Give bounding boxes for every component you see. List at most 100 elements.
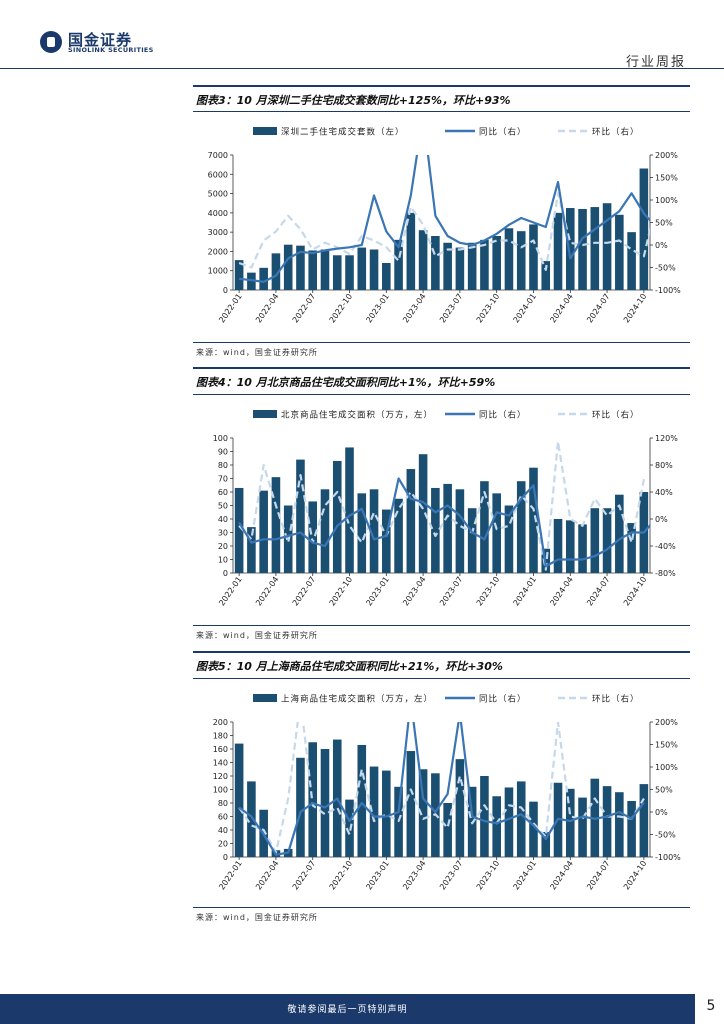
chart-legend: 北京商品住宅成交面积（万方，左） 同比（右） 环比（右）	[253, 410, 640, 421]
bar	[296, 245, 305, 290]
bar	[565, 520, 575, 573]
mom-line	[238, 440, 645, 571]
bar	[320, 489, 330, 573]
figure-5-top-rule	[193, 651, 690, 653]
x-tick-label: 2024-04	[548, 292, 575, 325]
bar	[332, 255, 342, 290]
x-tick-label: 2022-10	[328, 575, 355, 608]
bar	[467, 242, 477, 290]
bar	[590, 508, 600, 573]
x-tick-label: 2024-10	[622, 575, 649, 608]
right-tick-label: -80%	[655, 569, 676, 578]
bar	[602, 786, 612, 857]
figure-3-title: 图表3：10 月深圳二手住宅成交套数同比+125%，环比+93%	[196, 94, 511, 107]
left-tick-label: 0	[223, 853, 228, 862]
x-tick-label: 2022-10	[328, 292, 355, 325]
right-tick-label: 200%	[655, 718, 678, 727]
left-tick-label: 80	[218, 799, 228, 808]
bar	[308, 250, 318, 290]
left-tick-label: 120	[213, 772, 228, 781]
x-tick-label: 2024-10	[622, 292, 649, 325]
bar	[345, 799, 354, 857]
bar	[504, 228, 514, 290]
bar	[431, 236, 440, 290]
x-tick-label: 2023-10	[475, 859, 502, 892]
bar	[271, 477, 281, 573]
x-tick-label: 2022-04	[254, 292, 281, 325]
bar	[418, 769, 428, 857]
bar	[516, 781, 526, 857]
bar	[565, 788, 575, 857]
legend-label: 深圳二手住宅成交套数（左）	[281, 127, 405, 138]
left-tick-label: 2000	[208, 247, 228, 256]
bar	[529, 467, 538, 573]
logo-name-cn: 国金证券	[68, 31, 133, 49]
right-tick-label: 0%	[655, 515, 668, 524]
legend-swatch-bar	[253, 410, 277, 418]
left-tick-label: 80	[218, 461, 228, 470]
bar	[615, 494, 624, 573]
legend-label: 北京商品住宅成交面积（万方，左）	[281, 410, 433, 421]
right-tick-label: 120%	[655, 434, 678, 443]
bar	[345, 447, 354, 573]
bar	[345, 255, 354, 290]
figure-4-source: 来源：wind，国金证券研究所	[196, 631, 318, 640]
figure-3-bottom-rule	[193, 342, 690, 343]
left-tick-label: 40	[218, 826, 228, 835]
legend-label: 环比（右）	[592, 410, 640, 421]
bar	[578, 209, 587, 290]
x-tick-label: 2023-04	[401, 292, 428, 325]
right-tick-label: 50%	[655, 786, 673, 795]
left-tick-label: 50	[218, 502, 228, 511]
left-tick-label: 90	[218, 448, 228, 457]
bar	[382, 509, 391, 573]
legend-label: 环比（右）	[592, 127, 640, 138]
left-tick-label: 60	[218, 488, 228, 497]
bar	[516, 231, 526, 290]
right-tick-label: 50%	[655, 219, 673, 228]
right-tick-label: 0%	[655, 808, 668, 817]
bar	[480, 776, 489, 857]
bar	[565, 208, 575, 290]
x-tick-label: 2023-01	[364, 859, 391, 892]
bar	[234, 487, 244, 573]
right-tick-label: -100%	[655, 853, 681, 862]
left-tick-label: 3000	[208, 228, 228, 237]
bar	[455, 759, 465, 857]
yoy-line	[238, 477, 650, 568]
legend-label: 同比（右）	[479, 694, 527, 705]
legend-label: 同比（右）	[479, 127, 527, 138]
figure-5-title: 图表5：10 月上海商品住宅成交面积同比+21%，环比+30%	[196, 660, 503, 673]
bar	[406, 751, 416, 857]
left-tick-label: 0	[223, 569, 228, 578]
right-tick-label: -50%	[655, 831, 676, 840]
bar	[357, 493, 367, 573]
bar	[247, 527, 256, 573]
bar	[492, 493, 501, 573]
x-tick-label: 2022-01	[217, 292, 244, 325]
left-tick-label: 4000	[208, 209, 228, 218]
legend-swatch-bar	[253, 694, 277, 702]
x-tick-label: 2022-10	[328, 859, 355, 892]
x-tick-label: 2022-04	[254, 859, 281, 892]
bar	[418, 230, 428, 290]
x-tick-label: 2024-01	[512, 292, 539, 325]
left-tick-label: 6000	[208, 170, 228, 179]
x-tick-label: 2024-01	[512, 575, 539, 608]
bar	[247, 272, 256, 290]
bar	[443, 242, 452, 290]
bar	[578, 797, 587, 857]
left-tick-label: 180	[213, 732, 228, 741]
chart-legend: 深圳二手住宅成交套数（左） 同比（右） 环比（右）	[253, 127, 640, 138]
x-tick-label: 2022-07	[291, 292, 318, 325]
figure-4-top-rule	[193, 367, 690, 369]
left-tick-label: 10	[218, 556, 228, 565]
bar	[553, 212, 563, 290]
x-tick-label: 2023-04	[401, 575, 428, 608]
bar	[578, 524, 587, 573]
left-tick-label: 200	[213, 718, 228, 727]
figure-5-bottom-rule	[193, 907, 690, 908]
right-tick-label: 100%	[655, 763, 678, 772]
x-tick-label: 2022-01	[217, 575, 244, 608]
x-tick-label: 2023-10	[475, 575, 502, 608]
